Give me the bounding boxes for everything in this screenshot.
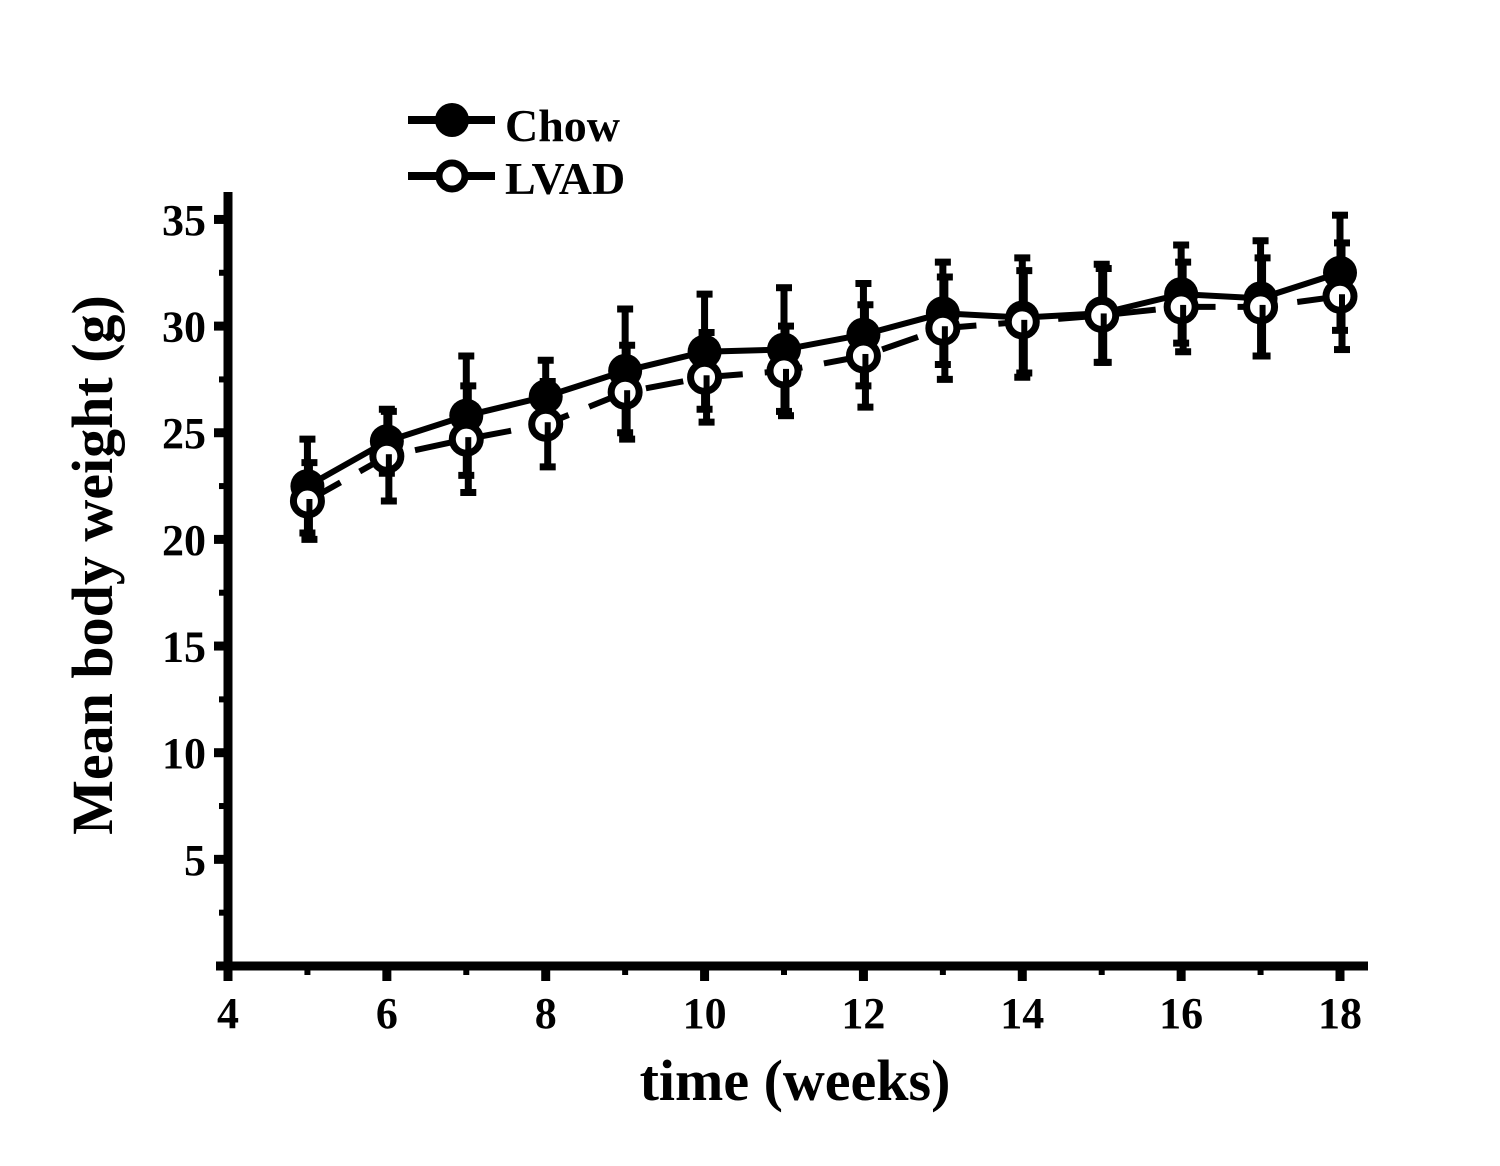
x-tick-label: 12 <box>841 989 885 1038</box>
series-layer <box>289 211 1358 543</box>
y-tick-label: 20 <box>162 516 206 565</box>
y-axis-title: Mean body weight (g) <box>60 295 125 835</box>
legend-marker-chow <box>435 103 469 137</box>
y-tick-label: 35 <box>162 196 206 245</box>
legend-label-lvad: LVAD <box>505 153 625 204</box>
series-chow <box>290 211 1357 537</box>
x-tick-label: 4 <box>217 989 239 1038</box>
x-tick-label: 14 <box>1000 989 1044 1038</box>
y-tick-label: 15 <box>162 622 206 671</box>
series-lvad <box>289 239 1358 543</box>
x-tick-label: 18 <box>1318 989 1362 1038</box>
legend-label-chow: Chow <box>505 100 620 151</box>
x-tick-label: 8 <box>535 989 557 1038</box>
legend-marker-lvad <box>435 159 469 193</box>
legend-item-chow: Chow <box>408 100 620 151</box>
legend: Chow LVAD <box>408 100 625 204</box>
x-tick-label: 10 <box>683 989 727 1038</box>
y-tick-label: 10 <box>162 729 206 778</box>
x-axis-title: time (weeks) <box>640 1048 951 1113</box>
y-tick-label: 5 <box>184 836 206 885</box>
legend-item-lvad: LVAD <box>408 153 625 204</box>
x-tick-label: 16 <box>1159 989 1203 1038</box>
ticks: 5 10 15 20 25 30 35 4 6 8 10 12 14 16 18 <box>162 196 1362 1038</box>
x-tick-label: 6 <box>376 989 398 1038</box>
y-tick-label: 25 <box>162 409 206 458</box>
y-tick-label: 30 <box>162 303 206 352</box>
